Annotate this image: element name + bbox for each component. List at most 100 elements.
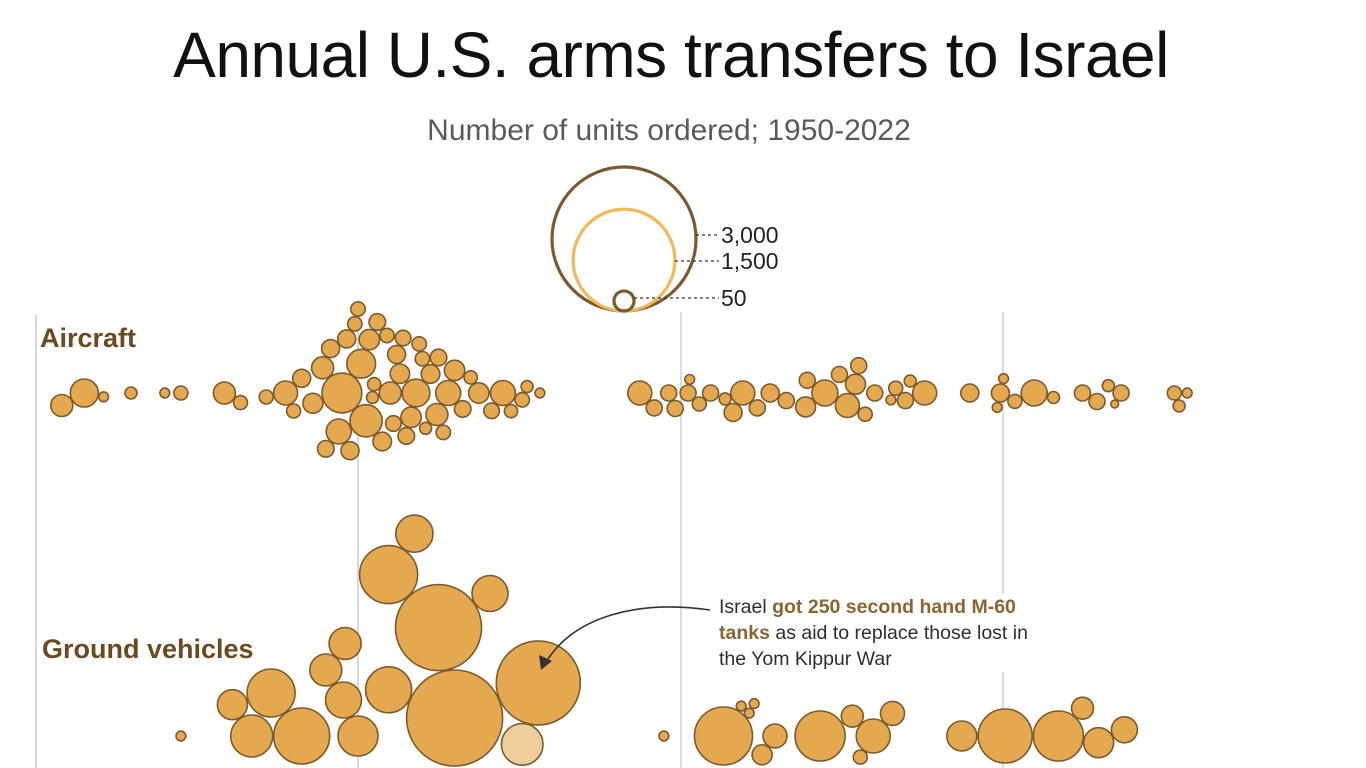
legend-circle-50 (612, 289, 636, 313)
bubble-aircraft (389, 363, 411, 385)
bubble-aircraft (316, 439, 335, 458)
legend-circle-1500 (571, 207, 677, 313)
bubble-ground-vehicles (308, 653, 343, 687)
bubble-aircraft (857, 406, 874, 423)
bubble-aircraft (645, 399, 664, 417)
chart-subtitle: Number of units ordered; 1950-2022 (427, 114, 911, 147)
bubble-aircraft (302, 392, 324, 415)
bubble-aircraft (97, 391, 110, 403)
bubble-aircraft (378, 381, 403, 405)
bubble-aircraft (173, 385, 189, 401)
bubble-ground-vehicles (328, 626, 362, 661)
bubble-aircraft (760, 383, 781, 403)
legend-circle-3000 (550, 165, 698, 313)
bubble-aircraft (626, 380, 653, 406)
bubble-aircraft (748, 399, 767, 417)
bubble-ground-vehicles (879, 700, 906, 727)
bubble-ground-vehicles (735, 700, 747, 712)
bubble-aircraft (1166, 385, 1183, 401)
bubble-aircraft (1112, 384, 1130, 402)
bubble-aircraft (903, 374, 918, 388)
bubble-aircraft (384, 414, 403, 433)
bubble-ground-vehicles (855, 718, 892, 754)
bubble-ground-vehicles (246, 668, 296, 718)
bubble-aircraft (911, 380, 938, 406)
bubble-aircraft (997, 372, 1010, 385)
bubble-aircraft (887, 380, 904, 397)
category-label-aircraft: Aircraft (40, 323, 137, 353)
bubble-ground-vehicles (364, 665, 413, 714)
bubble-aircraft (411, 335, 428, 352)
bubble-aircraft (291, 368, 312, 389)
bubble-ground-vehicles (405, 669, 504, 767)
annotation-pre: Israel (719, 596, 773, 618)
bubble-ground-vehicles (1070, 696, 1095, 721)
bubble-aircraft (729, 380, 756, 406)
bubble-ground-vehicles (977, 708, 1034, 764)
bubble-aircraft (212, 381, 237, 405)
bubble-aircraft (349, 403, 384, 438)
bubble-aircraft (346, 348, 377, 379)
bubble-aircraft (400, 406, 423, 429)
bubble-aircraft (372, 431, 393, 452)
bubble-aircraft (378, 327, 395, 344)
bubble-ground-vehicles (1110, 715, 1139, 744)
bubble-aircraft (844, 373, 867, 396)
bubble-ground-vehicles (658, 730, 670, 742)
bubble-ground-vehicles (794, 710, 846, 762)
bubble-aircraft (1046, 390, 1061, 405)
bubble-ground-vehicles (324, 681, 363, 719)
legend-label-1500: 1,500 (721, 248, 779, 274)
bubble-aircraft (1007, 393, 1023, 410)
bubble-ground-vehicles (1032, 710, 1085, 762)
bubble-aircraft (368, 312, 387, 332)
bubble-aircraft (691, 396, 708, 412)
bubble-aircraft (659, 384, 678, 402)
bubble-aircraft (325, 418, 353, 445)
bubble-aircraft (443, 359, 466, 382)
bubble-aircraft (534, 387, 546, 399)
bubble-ground-vehicles (852, 749, 869, 765)
bubble-aircraft (1088, 392, 1106, 411)
bubble-aircraft (798, 371, 817, 390)
chart-title: Annual U.S. arms transfers to Israel (173, 19, 1169, 91)
bubble-aircraft (310, 355, 335, 380)
bubble-aircraft (991, 401, 1003, 414)
bubble-aircraft (285, 403, 302, 419)
bubble-aircraft (683, 373, 696, 386)
bubble-ground-vehicles (840, 704, 865, 729)
bubble-aircraft (159, 387, 171, 399)
bubble-ground-vehicles (394, 514, 434, 554)
bubble-ground-vehicles (762, 723, 788, 749)
bubbles-layer (49, 300, 1193, 767)
legend-label-3000: 3,000 (721, 222, 779, 248)
size-legend (550, 165, 719, 313)
bubble-aircraft (723, 402, 743, 423)
bubble-aircraft (420, 363, 441, 385)
bubble-ground-vehicles (1082, 726, 1115, 759)
bubble-ground-vehicles (471, 574, 509, 613)
bubble-aircraft (777, 391, 796, 410)
bubble-aircraft (435, 424, 452, 441)
annotation-highlight: got 250 second hand M-60 tanks (719, 596, 1016, 644)
bubble-aircraft (1172, 399, 1186, 413)
bubble-ground-vehicles (748, 697, 760, 710)
bubble-aircraft (414, 350, 431, 367)
bubble-ground-vehicles (337, 715, 379, 757)
bubble-aircraft (429, 348, 448, 367)
bubble-aircraft (272, 380, 299, 406)
bubble-aircraft (896, 391, 915, 410)
bubble-ground-vehicles (743, 707, 755, 719)
bubble-aircraft (365, 390, 380, 405)
category-label-ground-vehicles: Ground vehicles (42, 634, 254, 664)
bubble-aircraft (434, 379, 462, 407)
bubble-ground-vehicles (693, 706, 754, 766)
bubble-aircraft (394, 329, 412, 347)
bubble-aircraft (1020, 379, 1048, 407)
annotation-text: Israel got 250 second hand M-60 tanks as… (719, 594, 1059, 672)
bubble-aircraft (718, 392, 732, 406)
bubble-ground-vehicles (495, 640, 582, 726)
annotation-arrow (545, 606, 711, 663)
bubble-aircraft (990, 383, 1011, 403)
bubble-aircraft (1101, 378, 1116, 393)
